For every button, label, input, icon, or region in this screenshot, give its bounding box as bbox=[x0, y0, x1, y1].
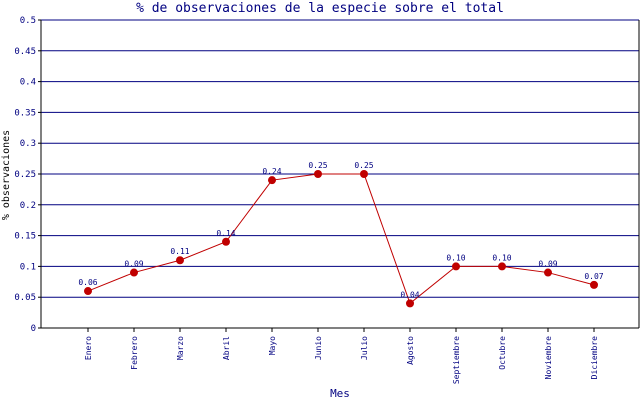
y-tick-label: 0.45 bbox=[14, 47, 36, 57]
x-tick-label: Septiembre bbox=[452, 336, 461, 384]
y-tick-label: 0.05 bbox=[14, 293, 36, 303]
data-label: 0.25 bbox=[308, 161, 327, 170]
x-tick-label: Diciembre bbox=[590, 336, 599, 380]
data-label: 0.10 bbox=[492, 253, 511, 262]
data-label: 0.06 bbox=[78, 278, 97, 287]
y-axis-title: % observaciones bbox=[1, 130, 12, 220]
x-tick-label: Agosto bbox=[406, 336, 415, 365]
y-tick-label: 0.25 bbox=[14, 170, 36, 180]
x-tick-label: Octubre bbox=[498, 336, 507, 370]
data-label: 0.09 bbox=[124, 260, 143, 269]
data-point bbox=[452, 262, 460, 271]
data-label: 0.11 bbox=[170, 247, 189, 256]
series-line bbox=[87, 173, 595, 305]
data-label: 0.10 bbox=[446, 253, 465, 262]
data-label: 0.24 bbox=[262, 167, 281, 176]
y-tick-label: 0.15 bbox=[14, 232, 36, 242]
data-label: 0.09 bbox=[538, 260, 557, 269]
data-point bbox=[590, 280, 598, 289]
data-point bbox=[360, 170, 368, 178]
data-label: 0.14 bbox=[216, 229, 235, 238]
x-axis-title: Mes bbox=[330, 387, 350, 400]
x-tick-label: Noviembre bbox=[544, 336, 553, 380]
x-tick-label: Marzo bbox=[176, 336, 185, 360]
data-label: 0.07 bbox=[584, 272, 603, 281]
y-tick-label: 0.1 bbox=[20, 262, 36, 272]
x-tick-label: Julio bbox=[360, 336, 369, 360]
data-point bbox=[544, 268, 552, 277]
x-tick-label: Mayo bbox=[268, 336, 277, 355]
y-tick-label: 0.2 bbox=[20, 201, 36, 211]
x-tick-label: Junio bbox=[314, 336, 323, 360]
data-label: 0.25 bbox=[354, 161, 373, 170]
data-point bbox=[406, 299, 414, 308]
x-tick-label: Abril bbox=[222, 336, 231, 360]
data-point bbox=[314, 170, 322, 178]
y-tick-label: 0.5 bbox=[20, 16, 36, 26]
x-tick-label: Febrero bbox=[130, 336, 139, 370]
data-point bbox=[222, 237, 230, 246]
chart-title: % de observaciones de la especie sobre e… bbox=[136, 1, 504, 16]
y-tick-label: 0 bbox=[31, 324, 36, 334]
data-point bbox=[268, 176, 276, 185]
data-point bbox=[498, 262, 506, 271]
x-tick-label: Enero bbox=[84, 336, 93, 360]
y-tick-label: 0.35 bbox=[14, 108, 36, 118]
y-tick-label: 0.3 bbox=[20, 139, 36, 149]
data-point bbox=[84, 287, 92, 296]
data-point bbox=[176, 256, 184, 265]
data-point bbox=[130, 268, 138, 277]
y-tick-label: 0.4 bbox=[20, 78, 36, 88]
data-label: 0.04 bbox=[400, 290, 419, 299]
